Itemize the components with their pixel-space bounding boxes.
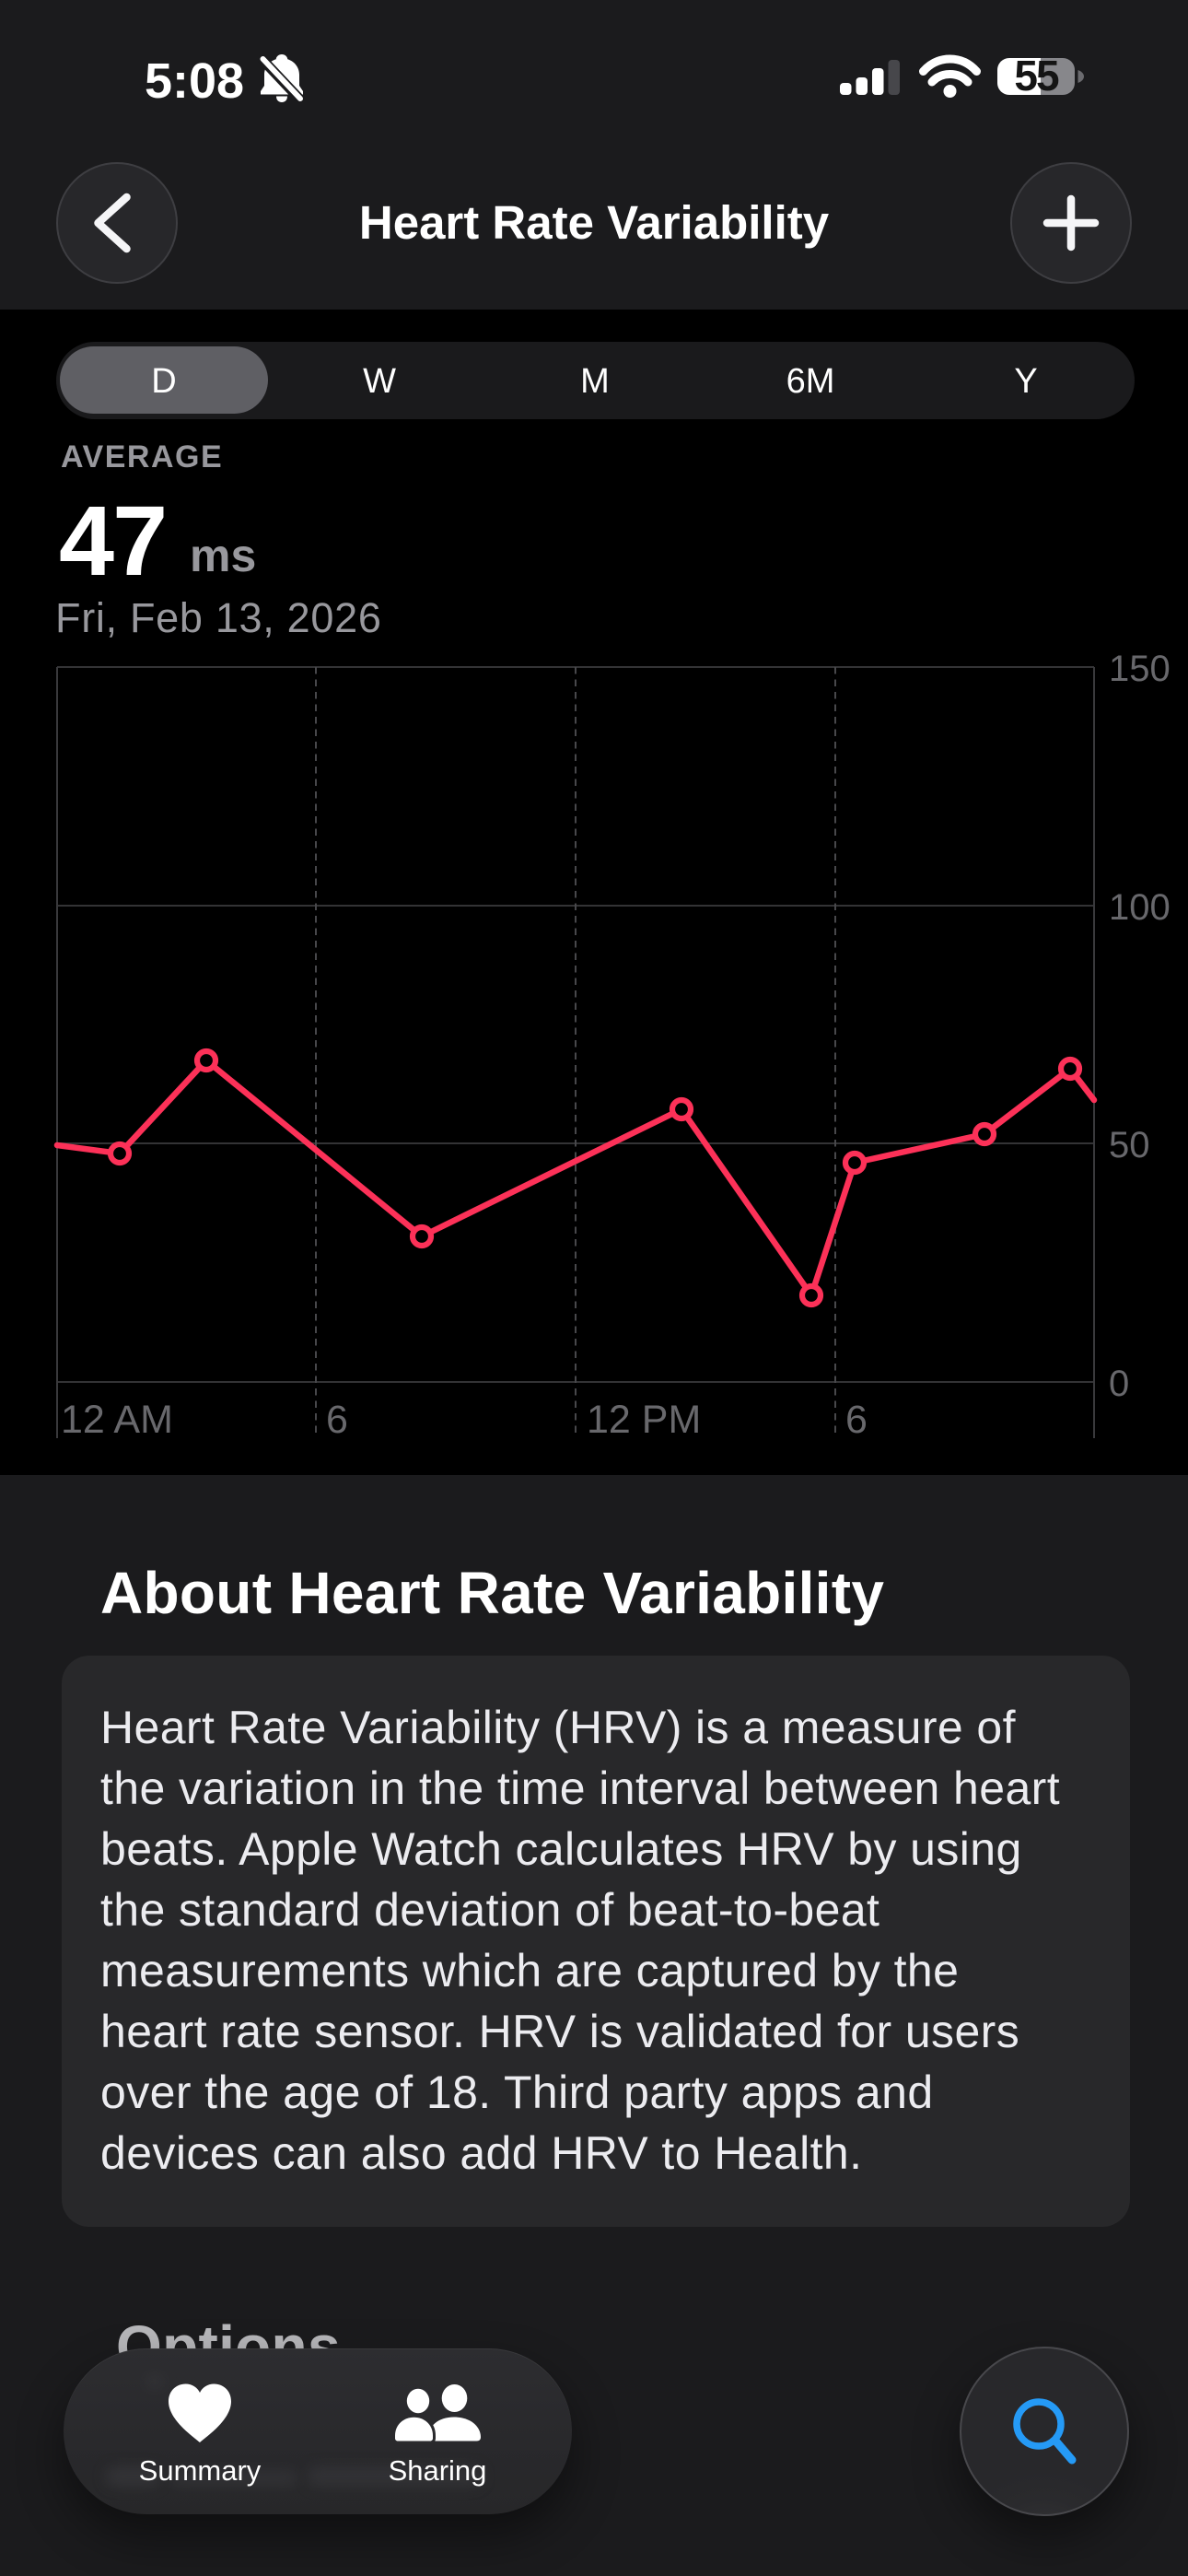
svg-text:6: 6 [845,1398,868,1442]
svg-text:12 PM: 12 PM [587,1398,701,1442]
svg-text:100: 100 [1109,887,1171,928]
svg-text:6: 6 [326,1398,348,1442]
svg-text:55: 55 [1014,52,1059,100]
svg-text:150: 150 [1109,649,1171,689]
svg-text:0: 0 [1109,1364,1129,1404]
svg-text:50: 50 [1109,1125,1150,1165]
svg-text:12 AM: 12 AM [61,1398,173,1442]
